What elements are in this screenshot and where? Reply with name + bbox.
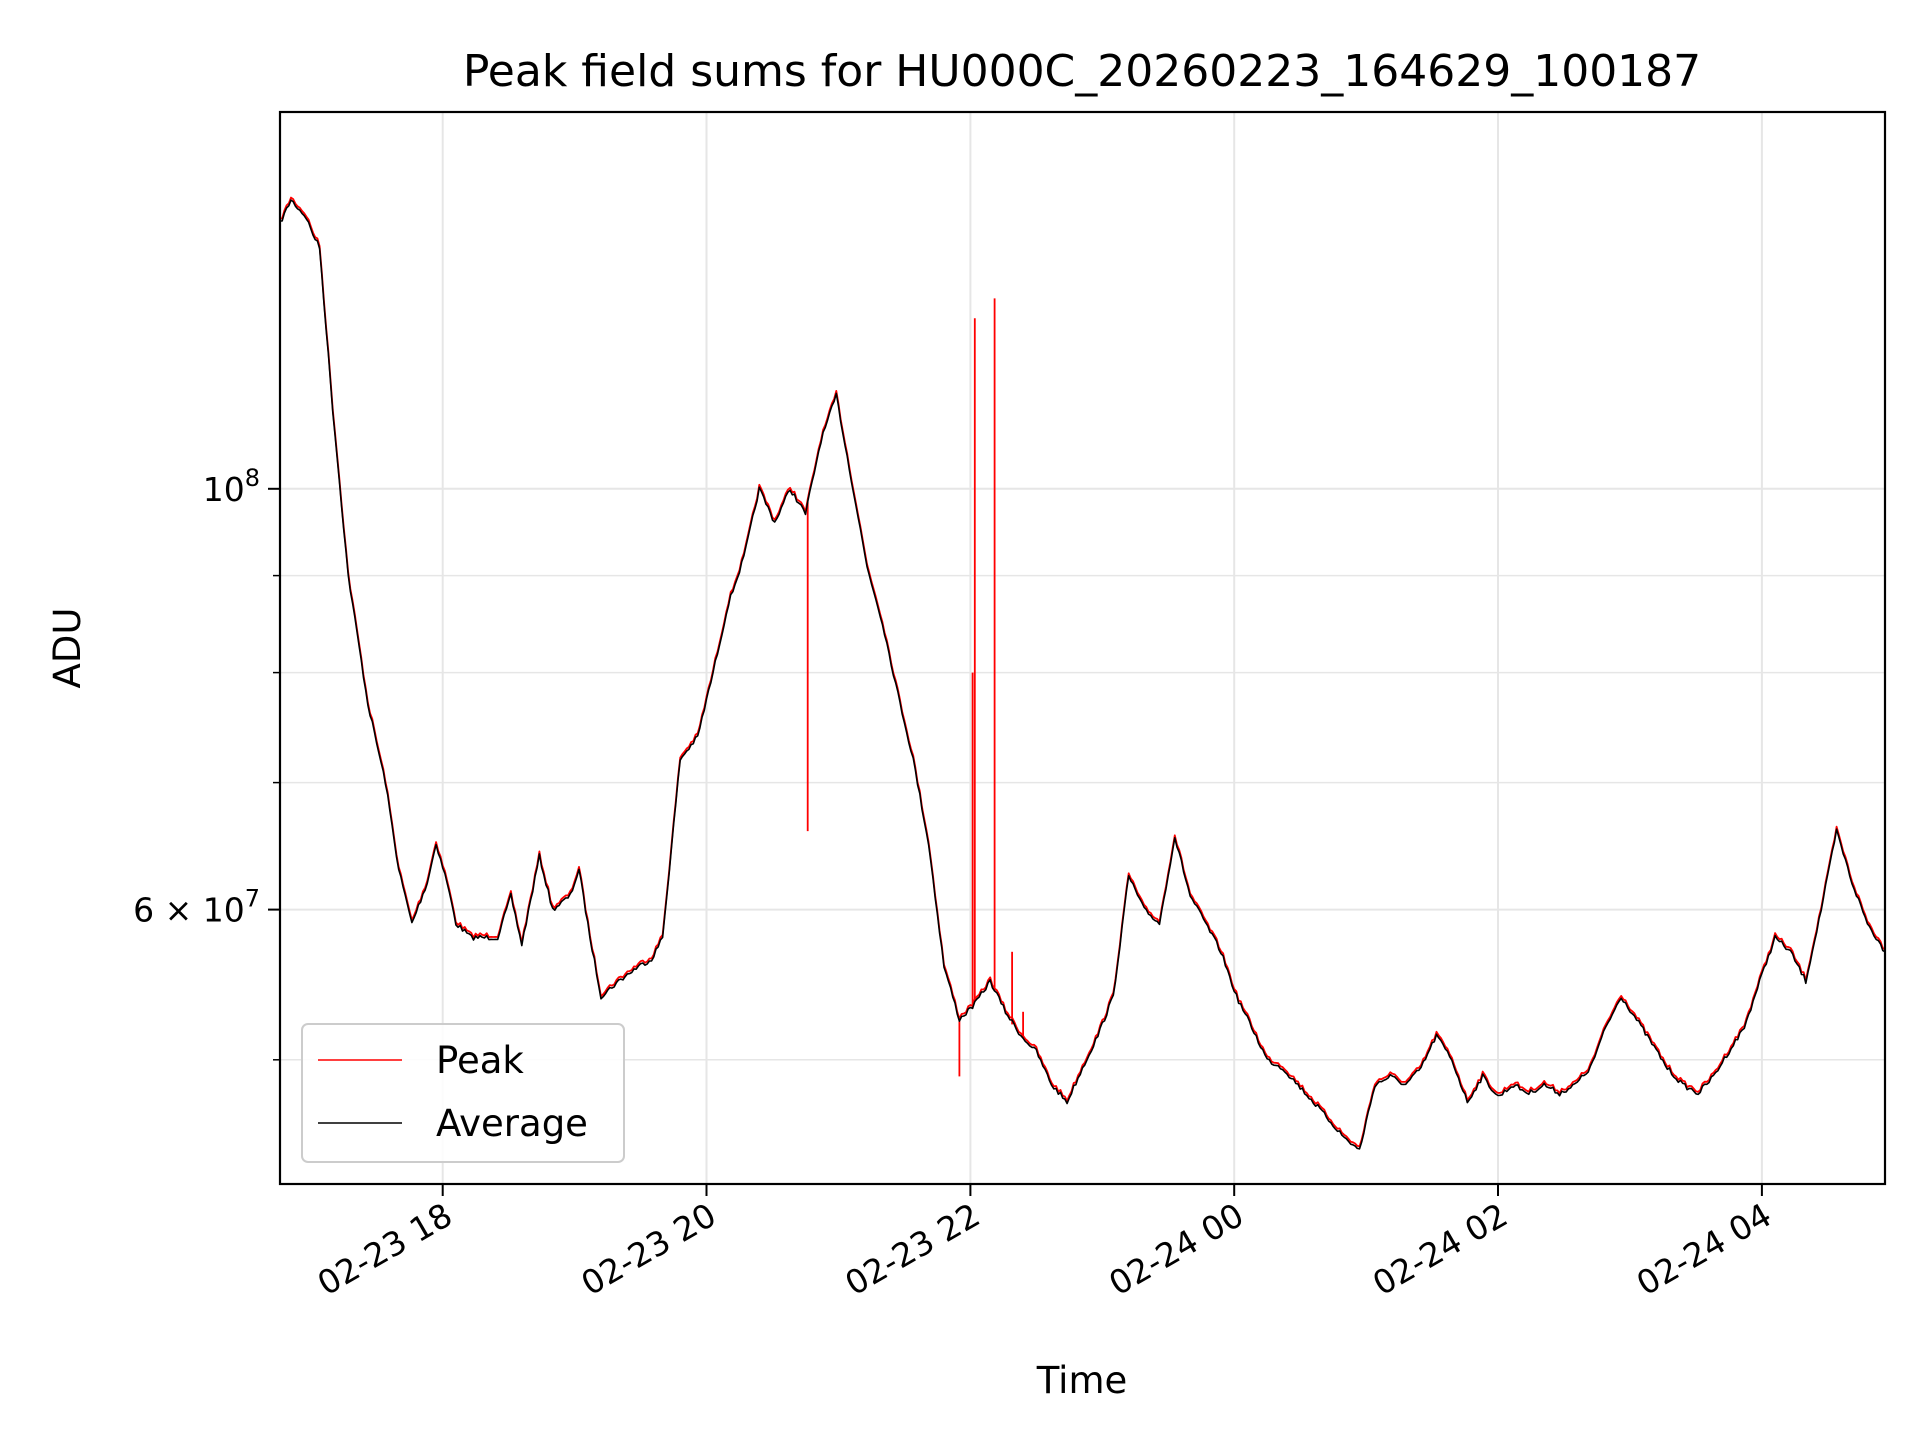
peak-series-line — [279, 196, 1886, 1148]
legend-average-label: Average — [436, 1102, 588, 1145]
x-axis-label: Time — [1036, 1359, 1128, 1402]
y-tick-label: 6 × 107 — [133, 885, 260, 930]
plot-frame — [278, 110, 1887, 1186]
legend: Peak Average — [301, 1023, 625, 1163]
average-series-line — [279, 199, 1886, 1150]
legend-peak-label: Peak — [436, 1039, 524, 1082]
y-axis-label: ADU — [46, 608, 89, 689]
legend-box — [301, 1023, 625, 1163]
chart-title: Peak field sums for HU000C_20260223_1646… — [463, 46, 1701, 97]
y-tick-label: 108 — [203, 464, 260, 509]
series-layer — [279, 196, 1886, 1150]
